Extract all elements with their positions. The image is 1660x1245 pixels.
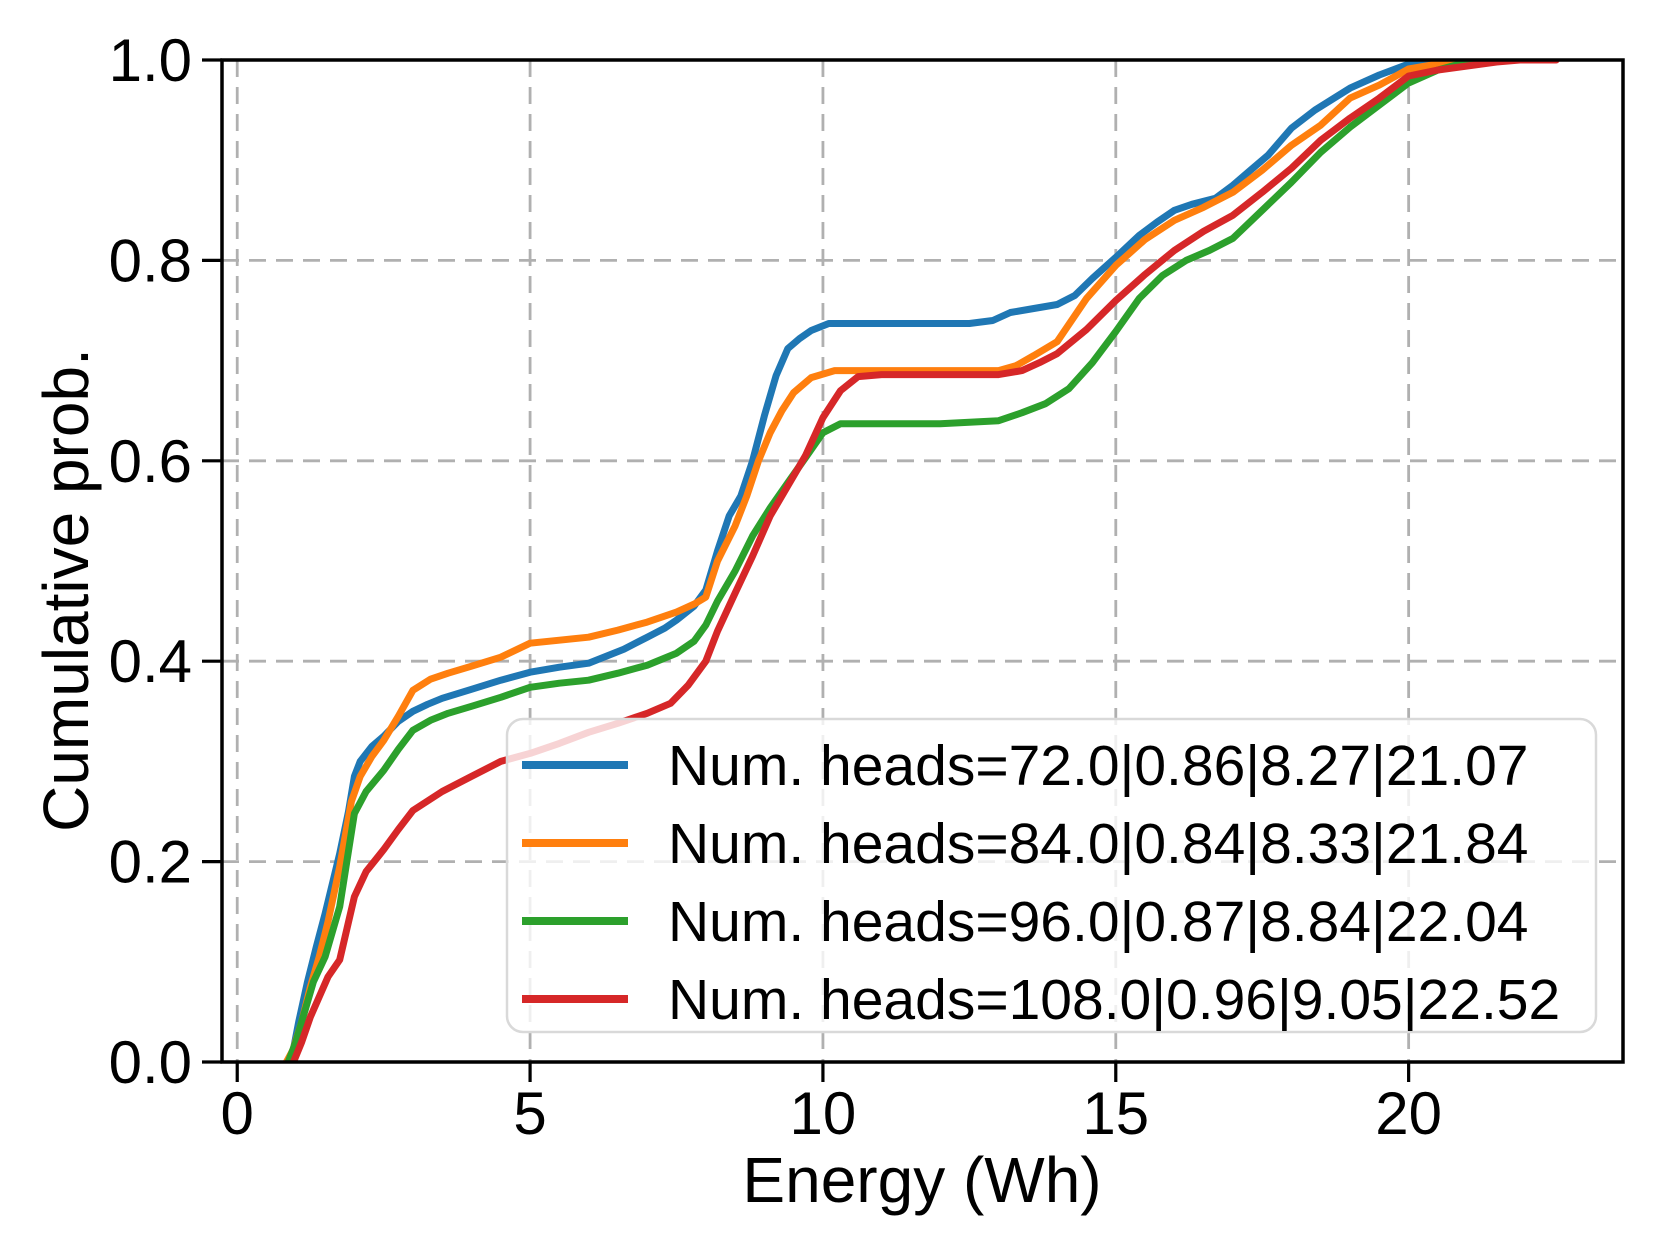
- y-tick-label-0.8: 0.8: [109, 227, 192, 294]
- legend-label-0: Num. heads=72.0|0.86|8.27|21.07: [668, 734, 1528, 798]
- y-tick-label-0.0: 0.0: [109, 1029, 192, 1096]
- x-tick-label-5: 5: [513, 1080, 546, 1147]
- x-tick-label-10: 10: [790, 1080, 857, 1147]
- series-lines: [282, 60, 1560, 1062]
- legend-box: [505, 717, 1598, 1034]
- x-axis-label: Energy (Wh): [742, 1144, 1101, 1216]
- x-tick-label-15: 15: [1082, 1080, 1149, 1147]
- plot-border: [220, 58, 1625, 1064]
- x-tick-label-0: 0: [221, 1080, 254, 1147]
- series-line-3: [290, 60, 1560, 1062]
- y-axis-label: Cumulative prob.: [30, 348, 102, 832]
- series-line-1: [282, 60, 1520, 1062]
- y-tick-labels: 0.0 0.2 0.4 0.6 0.8 1.0: [109, 27, 192, 1096]
- legend-label-1: Num. heads=84.0|0.84|8.33|21.84: [668, 812, 1528, 876]
- x-tick-labels: 0 5 10 15 20: [221, 1080, 1442, 1147]
- legend-label-2: Num. heads=96.0|0.87|8.84|22.04: [668, 890, 1528, 954]
- y-tick-label-1.0: 1.0: [109, 27, 192, 94]
- axis-ticks: [202, 58, 1411, 1082]
- y-tick-label-0.2: 0.2: [109, 829, 192, 896]
- legend-label-3: Num. heads=108.0|0.96|9.05|22.52: [668, 968, 1560, 1032]
- x-tick-label-20: 20: [1375, 1080, 1442, 1147]
- y-tick-label-0.4: 0.4: [109, 628, 192, 695]
- legend: Num. heads=72.0|0.86|8.27|21.07 Num. head…: [505, 717, 1598, 1034]
- y-tick-label-0.6: 0.6: [109, 428, 192, 495]
- series-line-0: [284, 60, 1475, 1062]
- axes-spines: [220, 58, 1625, 1064]
